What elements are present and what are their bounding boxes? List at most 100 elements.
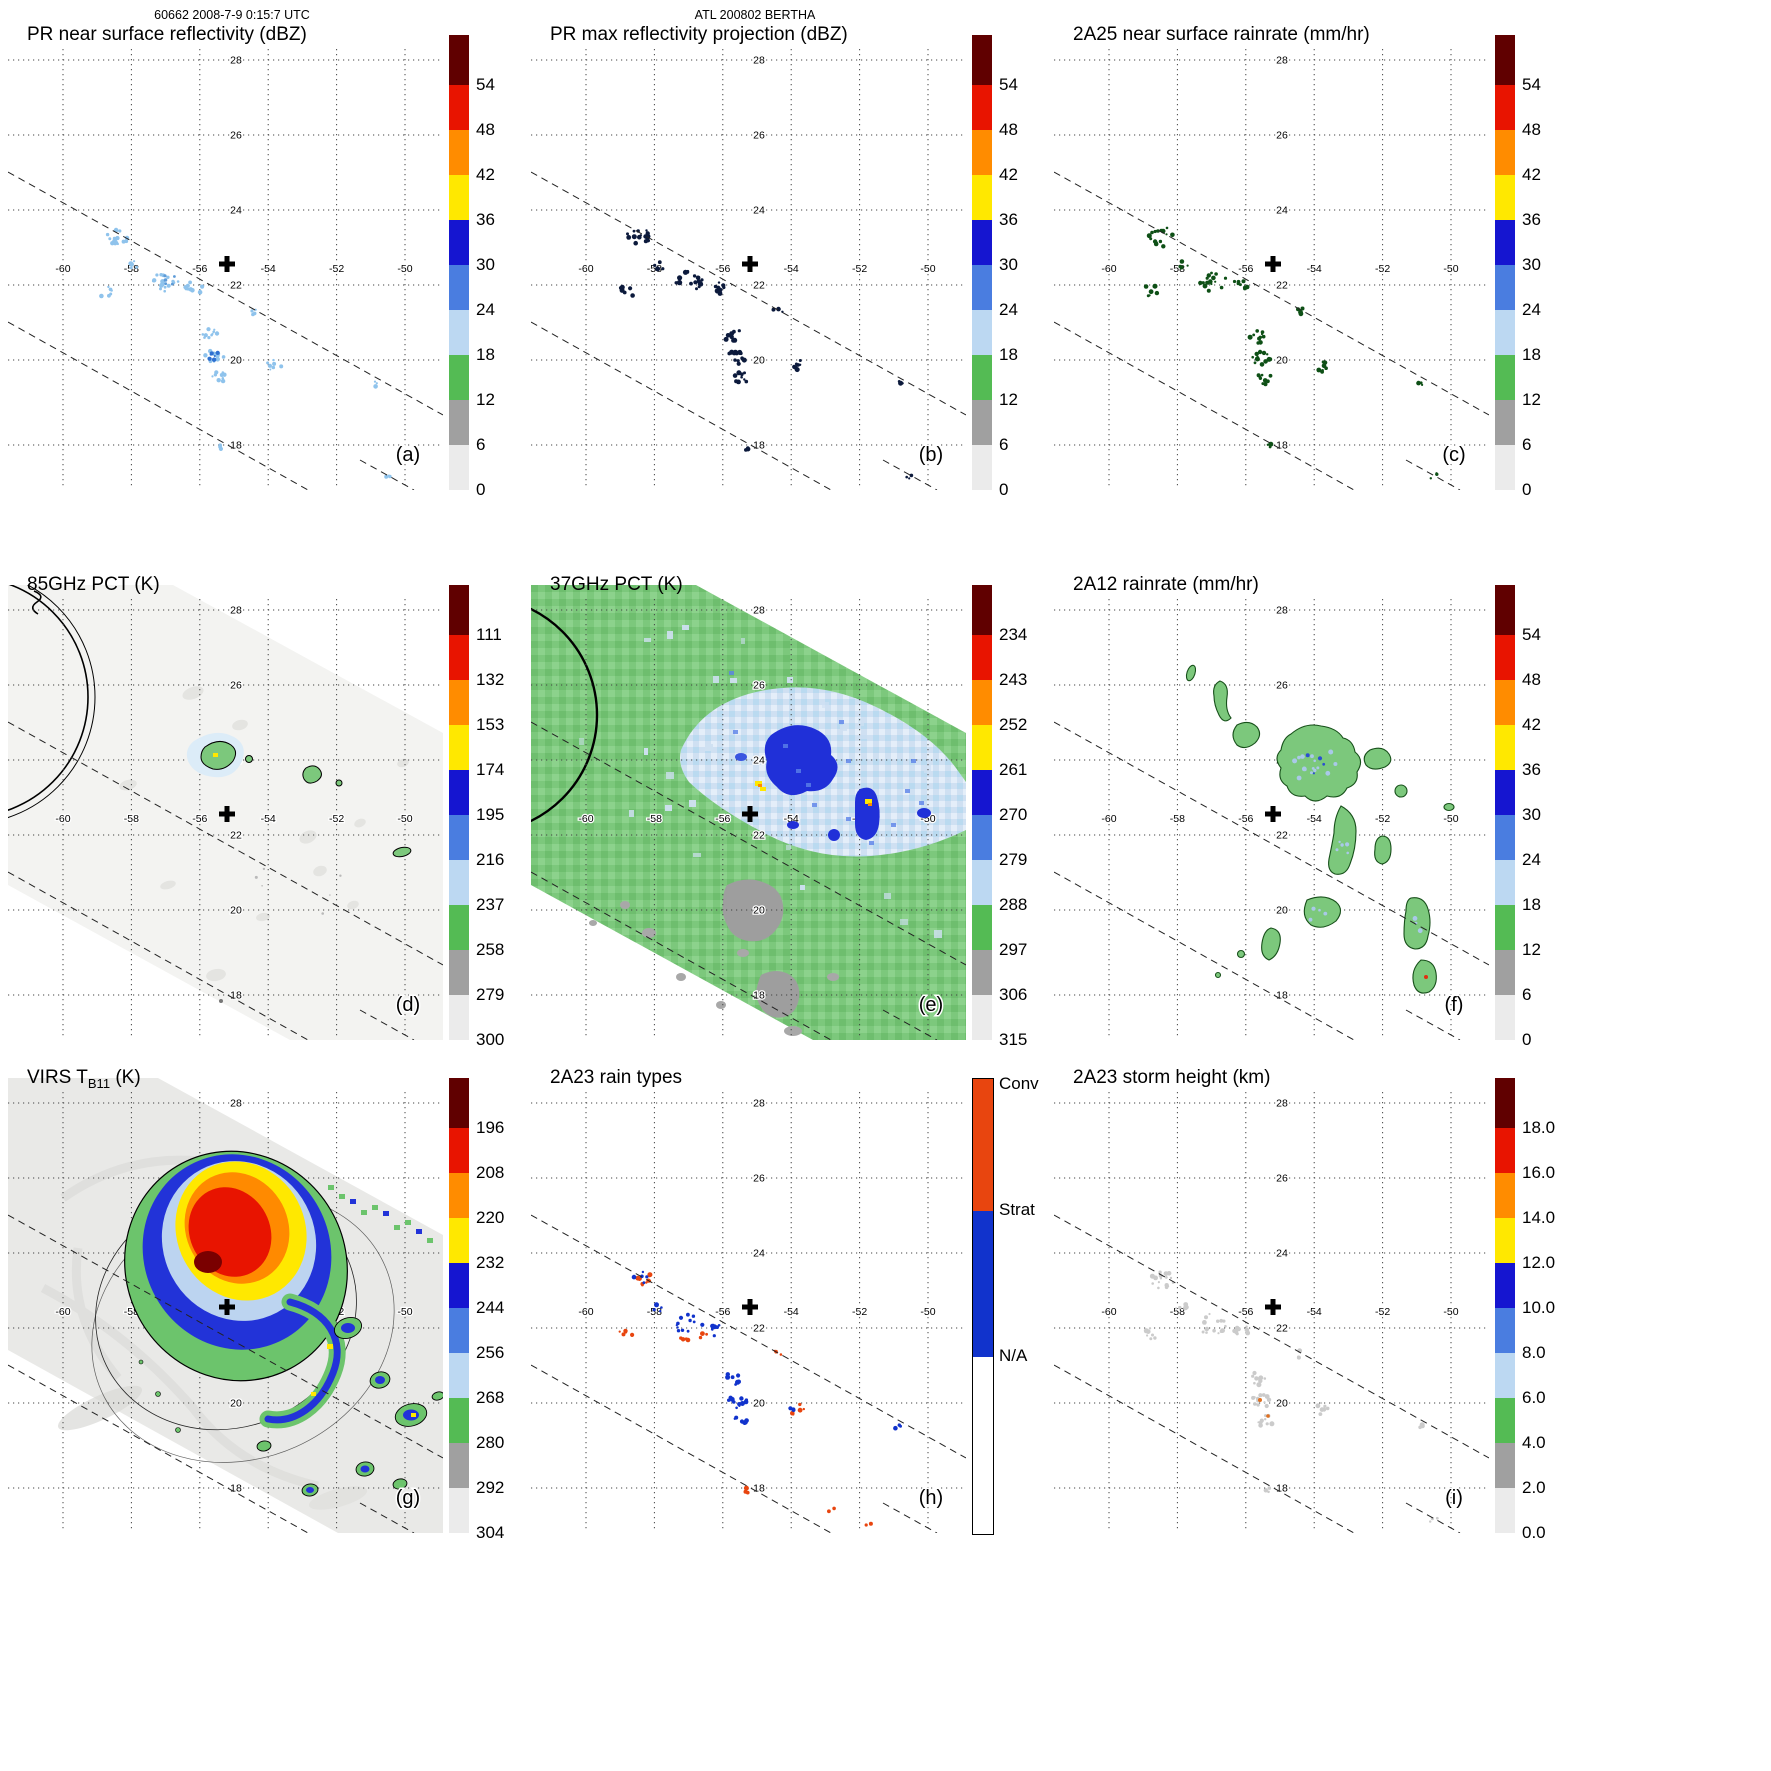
colorbar-segment — [449, 635, 469, 680]
panel-i: 2A23 storm height (km) -60 -58 -56 -54 -52 -5… — [1046, 1043, 1569, 1583]
panel-title: 2A12 rainrate (mm/hr) — [1073, 574, 1259, 596]
colorbar-tick-label: 232 — [476, 1253, 505, 1272]
panel-letter: (e) — [919, 994, 943, 1016]
swath-edge-lines — [530, 1214, 967, 1534]
panel-h: 2A23 rain types -60 -58 -56 -54 -52 -50 28 26 24… — [523, 1043, 1046, 1583]
colorbar-tick-label: 24 — [1522, 850, 1541, 869]
map-b: -60 -58 -56 -54 -52 -50 28 26 24 22 20 18 (b) — [530, 49, 967, 491]
colorbar-tick-label: 195 — [476, 805, 505, 824]
colorbar-segment — [449, 1263, 469, 1308]
svg-text:26: 26 — [230, 130, 242, 142]
data-layer — [91, 1150, 445, 1497]
colorbar-tick-label: 279 — [476, 985, 505, 1004]
header-orbit-time: 60662 2008-7-9 0:15:7 UTC — [154, 8, 310, 22]
colorbar-tick-label: 10.0 — [1522, 1298, 1556, 1317]
colorbar: 18.0 16.0 14.0 12.0 10.0 8.0 6.0 4.0 2.0 0.0 — [1495, 1078, 1569, 1542]
svg-text:-52: -52 — [1375, 813, 1390, 825]
svg-text:-60: -60 — [1101, 1306, 1116, 1318]
svg-text:-56: -56 — [715, 813, 730, 825]
colorbar-segment — [449, 905, 469, 950]
colorbar-tick-label: 4.0 — [1522, 1433, 1546, 1452]
colorbar-tick-label: 279 — [999, 850, 1028, 869]
swath-edge-lines — [1053, 171, 1490, 491]
svg-text:-52: -52 — [329, 813, 344, 825]
colorbar-segment — [449, 770, 469, 815]
colorbar-height — [1495, 1078, 1515, 1533]
panel-d: 85GHz PCT (K) -60-58-56-54-52-5028262422… — [0, 550, 523, 1090]
colorbar-tick-label: 237 — [476, 895, 505, 914]
storm-center-cross — [742, 256, 758, 272]
colorbar-tick-label: 6 — [1522, 435, 1532, 454]
svg-text:24: 24 — [753, 1248, 765, 1260]
colorbar-segment — [449, 85, 469, 130]
colorbar-segment — [1495, 680, 1515, 725]
svg-text:26: 26 — [1276, 680, 1288, 692]
colorbar-virs — [449, 1078, 469, 1533]
colorbar-tick-label: 111 — [476, 625, 502, 644]
grid-layer: -60 -58 -56 -54 -52 -50 28 26 24 22 20 18 — [531, 1092, 966, 1530]
colorbar-tick-label: 306 — [999, 985, 1028, 1004]
colorbar-segment — [449, 1128, 469, 1173]
svg-text:-60: -60 — [578, 263, 593, 275]
panel-b: PR max reflectivity projection (dBZ) -60… — [523, 0, 1046, 540]
svg-text:22: 22 — [1276, 280, 1288, 292]
svg-text:-60: -60 — [55, 813, 70, 825]
colorbar-tick-label: 261 — [999, 760, 1028, 779]
swath-edge-lines — [1053, 1214, 1490, 1534]
colorbar-segment — [449, 175, 469, 220]
swath-edge-lines — [1053, 721, 1490, 1041]
svg-text:-58: -58 — [1170, 1306, 1185, 1318]
svg-text:22: 22 — [230, 280, 242, 292]
panel-title-text: PR max reflectivity projection (dBZ) — [550, 24, 848, 45]
svg-text:18: 18 — [1276, 440, 1288, 452]
svg-text:-58: -58 — [1170, 263, 1185, 275]
svg-text:-60: -60 — [1101, 813, 1116, 825]
svg-text:-56: -56 — [1238, 1306, 1253, 1318]
colorbar-segment — [1495, 35, 1515, 85]
panel-title: 2A25 near surface rainrate (mm/hr) — [1073, 24, 1370, 46]
svg-text:-52: -52 — [1375, 263, 1390, 275]
svg-text:26: 26 — [753, 1173, 765, 1185]
colorbar-tick-label: 42 — [999, 165, 1018, 184]
header-storm-name: ATL 200802 BERTHA — [694, 8, 816, 22]
svg-text:24: 24 — [230, 205, 242, 217]
svg-text:-56: -56 — [1238, 263, 1253, 275]
colorbar-tick-label: 18 — [1522, 345, 1541, 364]
colorbar-tick-label: 24 — [476, 300, 495, 319]
colorbar-rain — [1495, 35, 1515, 490]
colorbar-tick-label: 252 — [999, 715, 1028, 734]
colorbar-segment — [1495, 1128, 1515, 1173]
colorbar-segment — [972, 355, 992, 400]
colorbar-tick-label: 174 — [476, 760, 505, 779]
colorbar-dbz — [449, 35, 469, 490]
svg-text:-58: -58 — [1170, 813, 1185, 825]
colorbar-segment — [449, 860, 469, 905]
svg-text:-60: -60 — [578, 1306, 593, 1318]
panel-title-subscript: B11 — [87, 1075, 111, 1091]
colorbar-tick-label: 18 — [476, 345, 495, 364]
colorbar-segment — [1495, 1353, 1515, 1398]
svg-text:-54: -54 — [1307, 1306, 1322, 1318]
colorbar-segment — [973, 1357, 993, 1534]
colorbar-segment — [449, 725, 469, 770]
panel-title-text: 2A23 storm height (km) — [1073, 1067, 1271, 1088]
colorbar-segment — [973, 1079, 993, 1211]
svg-text:28: 28 — [1276, 605, 1288, 617]
swath-edge-lines — [7, 171, 444, 491]
colorbar-segment — [972, 770, 992, 815]
colorbar-segment — [1495, 445, 1515, 490]
colorbar-tick-label: 18 — [999, 345, 1018, 364]
colorbar-tick-label: 6.0 — [1522, 1388, 1546, 1407]
colorbar-segment — [449, 995, 469, 1040]
colorbar-tick-label: 48 — [1522, 670, 1541, 689]
colorbar-segment — [449, 1488, 469, 1533]
colorbar-pct85 — [449, 585, 469, 1040]
svg-text:-54: -54 — [261, 813, 276, 825]
colorbar-segment — [1495, 265, 1515, 310]
